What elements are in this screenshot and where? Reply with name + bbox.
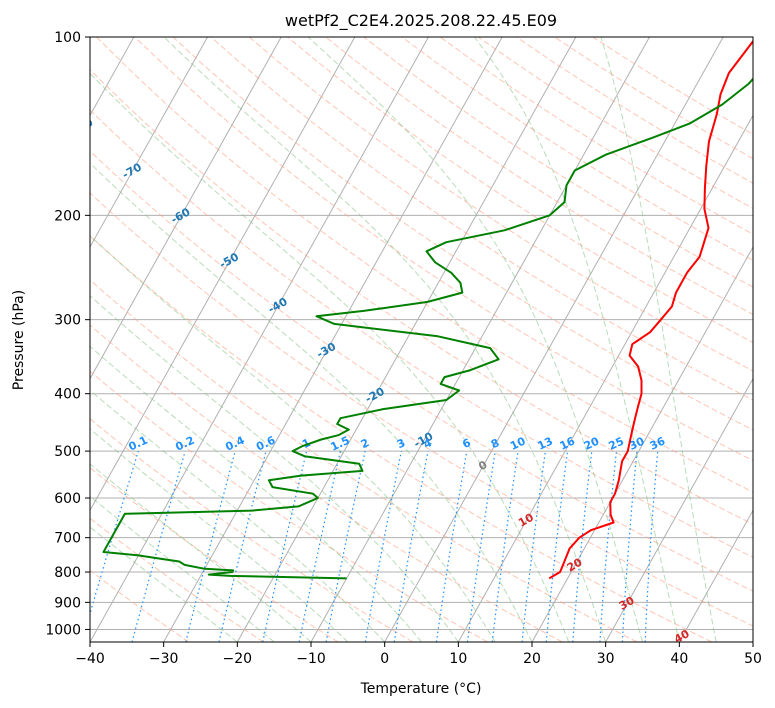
y-tick-label: 600 — [54, 491, 81, 507]
mixing-ratio-line — [599, 451, 618, 642]
y-tick-label: 800 — [54, 565, 81, 581]
mixing-ratio-line — [393, 450, 429, 642]
isotherm-line — [605, 377, 753, 642]
x-tick-label: 0 — [380, 651, 389, 667]
mixing-ratio-line — [491, 451, 519, 642]
dry-adiabat-line — [90, 418, 414, 642]
moist-adiabat-line — [600, 37, 717, 642]
moist-adiabat-line — [307, 37, 643, 642]
dry-adiabat-line — [90, 569, 190, 642]
y-axis-label: Pressure (hPa) — [11, 290, 27, 390]
moist-adiabat-line — [90, 162, 533, 642]
pressure-gridlines — [90, 37, 753, 630]
x-tick-label: −20 — [223, 651, 253, 667]
mixing-ratio-line — [466, 450, 496, 642]
mixing-ratio-label: 30 — [627, 434, 647, 452]
x-tick-label: 10 — [449, 651, 467, 667]
moist-adiabat-line — [474, 37, 680, 642]
y-tick-label: 100 — [54, 30, 81, 46]
dry-adiabat-line — [287, 37, 753, 343]
dry-adiabat-line — [90, 517, 264, 642]
plot-frame — [89, 36, 754, 643]
x-tick-label: 20 — [523, 651, 541, 667]
mixing-ratio-label: 16 — [558, 434, 578, 452]
mixing-ratio-line — [545, 451, 569, 642]
isotherm-line — [90, 37, 282, 380]
x-tick-label: 40 — [670, 651, 688, 667]
mixing-ratio-line — [90, 450, 139, 616]
temperature-line — [548, 39, 753, 580]
isotherm-lines — [90, 37, 753, 642]
y-tick-label: 700 — [54, 531, 81, 547]
isotherm-line — [678, 509, 753, 642]
moist-adiabat-line — [90, 235, 496, 642]
mixing-ratio-line — [435, 450, 468, 642]
isotherm-line — [90, 37, 208, 249]
x-tick-label: 50 — [744, 651, 762, 667]
dry-adiabat-line — [90, 467, 339, 642]
moist-adiabat-line — [90, 345, 422, 642]
moist-adiabat-line — [90, 389, 386, 642]
isotherm-label: -80 — [72, 116, 96, 137]
dewpoint-line — [102, 77, 753, 580]
isotherm-line — [236, 37, 577, 642]
isotherm-line — [163, 37, 503, 642]
x-tick-label: −30 — [149, 651, 179, 667]
mixing-ratio-line — [572, 451, 593, 642]
dry-adiabat-line — [90, 370, 488, 642]
dry-adiabat-line — [210, 37, 753, 401]
y-tick-label: 200 — [54, 208, 81, 224]
x-axis-label: Temperature (°C) — [360, 681, 482, 697]
moist-adiabat-line — [90, 526, 238, 642]
chart-title: wetPf2_C2E4.2025.208.22.45.E09 — [285, 11, 557, 31]
mixing-ratio-line — [325, 450, 366, 642]
moist-adiabat-line — [90, 463, 312, 642]
x-tick-label: −10 — [296, 651, 326, 667]
y-tick-label: 400 — [54, 387, 81, 403]
y-tick-label: 500 — [54, 444, 81, 460]
mixing-ratio-lines — [90, 450, 659, 642]
dry-adiabat-line — [90, 150, 753, 592]
dry-adiabat-line — [90, 68, 753, 525]
moist-adiabat-line — [90, 72, 570, 642]
isotherm-line — [457, 114, 753, 642]
y-tick-label: 900 — [54, 595, 81, 611]
sounding-series — [102, 39, 753, 580]
dry-adiabat-line — [90, 235, 712, 642]
mixing-ratio-line — [131, 450, 186, 642]
plot-area: -100-90-80-70-60-50-40-30-20-10010203040… — [72, 37, 753, 646]
dry-adiabat-line — [90, 192, 753, 627]
mixing-ratio-line — [621, 451, 638, 642]
x-tick-label: −40 — [75, 651, 105, 667]
mixing-ratio-label: 25 — [607, 435, 626, 453]
dry-adiabat-line — [363, 37, 753, 288]
dry-adiabat-line — [96, 37, 753, 493]
x-axis-ticks: −40 −30 −20 −10 0 10 20 30 40 50 — [75, 642, 762, 667]
y-axis-ticks: 100 200 300 400 500 600 700 800 900 1000 — [45, 30, 90, 638]
moist-adiabat-line — [90, 295, 459, 642]
x-tick-label: 30 — [597, 651, 615, 667]
dry-adiabat-line — [90, 279, 638, 642]
mixing-ratio-label: 36 — [648, 434, 668, 452]
mixing-ratio-line — [644, 451, 659, 642]
isotherm-line — [531, 246, 753, 642]
dry-adiabat-line — [90, 324, 563, 642]
y-tick-label: 300 — [54, 313, 81, 329]
isotherm-line — [384, 37, 724, 642]
moist-adiabat-line — [163, 37, 607, 642]
mixing-ratio-line — [521, 451, 546, 642]
y-tick-label: 1000 — [45, 622, 81, 638]
isotherm-label: 40 — [672, 627, 692, 646]
mixing-ratio-label: 20 — [582, 434, 602, 452]
isotherm-line — [90, 37, 356, 512]
mixing-ratio-label: 13 — [536, 435, 555, 453]
moist-adiabat-lines — [90, 37, 717, 642]
dry-adiabat-line — [134, 37, 753, 462]
mixing-ratio-line — [364, 450, 402, 642]
moist-adiabat-line — [90, 495, 275, 642]
mixing-ratio-label: 10 — [508, 434, 528, 452]
